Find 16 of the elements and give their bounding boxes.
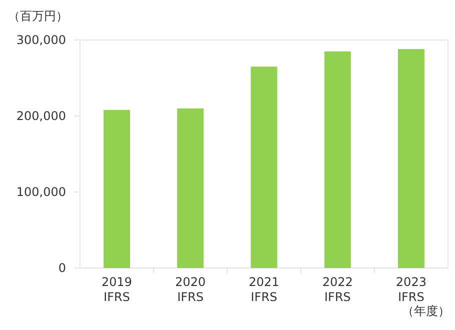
x-axis-title: （年度）	[402, 304, 450, 318]
bar	[324, 51, 351, 268]
x-tick-label: 2022 IFRS	[322, 275, 353, 304]
bar	[398, 49, 424, 268]
y-tick-label: 200,000	[16, 108, 66, 123]
x-tick-label: 2019 IFRS	[102, 275, 132, 304]
y-tick-label: 300,000	[16, 32, 66, 47]
x-tick-label: 2023 IFRS	[396, 275, 426, 304]
y-tick-label: 0	[58, 260, 66, 275]
x-tick-label: 2020 IFRS	[175, 275, 206, 304]
bar	[177, 108, 204, 268]
bar	[250, 66, 278, 268]
x-tick-label: 2021 IFRS	[248, 275, 280, 304]
y-tick-label: 100,000	[16, 184, 66, 199]
bar	[104, 110, 130, 268]
y-axis-title: （百万円）	[8, 9, 68, 23]
